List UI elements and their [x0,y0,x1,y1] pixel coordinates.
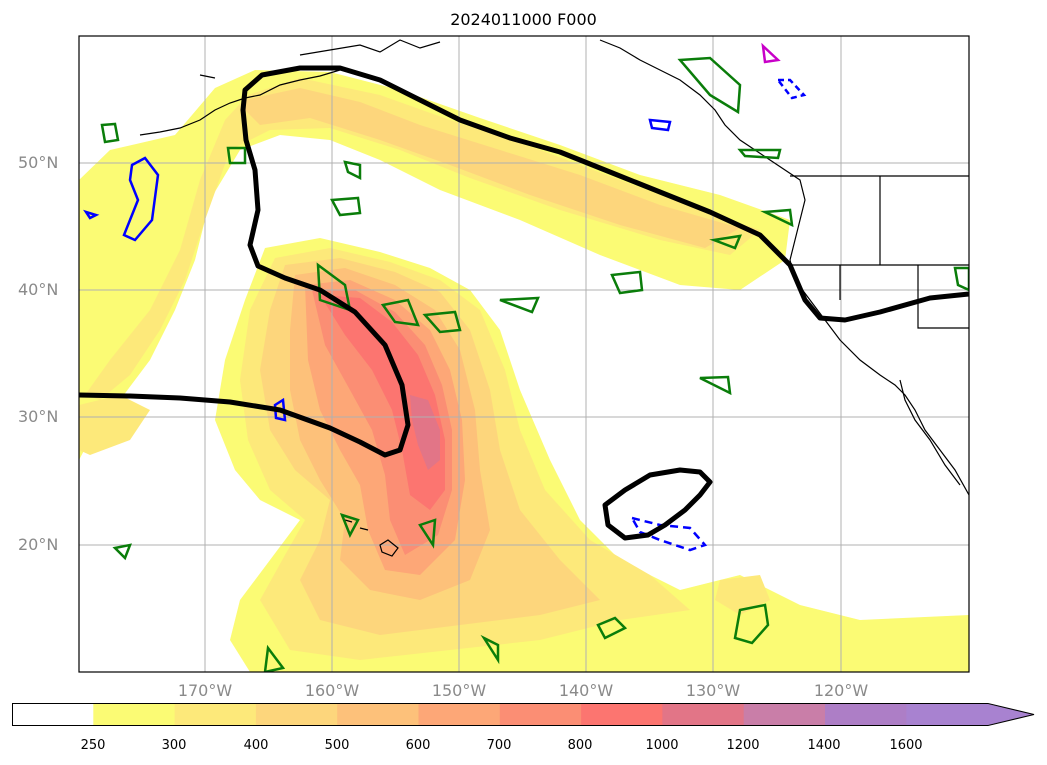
green-contour [418,518,437,549]
ivt-fill-250-north [79,70,790,460]
colorbar-tick: 600 [405,738,431,753]
green-contour [596,616,628,640]
colorbar-tick: 1400 [807,738,841,753]
map-title: 2024011000 F000 [450,10,597,29]
green-contour [610,270,644,295]
colorbar-segment [499,704,582,725]
colorbar-tick: 1000 [645,738,679,753]
map-frame [78,35,970,673]
us-west-coast [789,259,969,496]
lon-label-130w: 130°W [685,681,741,700]
colorbar-segment [825,704,907,725]
green-contour [677,56,742,115]
alaska-coast [139,39,441,136]
colorbar-segment [662,704,745,725]
green-contour [699,375,732,396]
colorbar-outline [12,703,1035,726]
jet-contour-south [602,467,713,541]
colorbar-segment [418,704,501,725]
colorbar-segment [12,704,94,725]
map-area [79,36,969,672]
green-contour [733,603,770,645]
lon-label-120w: 120°W [813,681,869,700]
green-contour [263,644,286,672]
coastlines [139,39,969,557]
jet-contour-north [79,65,969,458]
blue-contour [122,156,160,242]
colorbar-segment [581,704,663,725]
lon-label-140w: 140°W [558,681,614,700]
jet-contours [79,65,969,541]
colorbar-tick: 250 [80,738,106,753]
colorbar-segment [906,704,1034,725]
lat-label-50: 50°N [18,153,59,172]
green-contour [480,634,500,665]
colorbar-segment [337,704,419,725]
green-contour [737,148,782,160]
baja-coast [899,379,961,486]
colorbar [12,703,1035,726]
lon-label-150w: 150°W [431,681,487,700]
ivt-fill-800 [320,295,445,510]
lon-label-170w: 170°W [177,681,233,700]
green-contour [329,196,362,217]
colorbar-tick: 500 [324,738,350,753]
colorbar-tick: 800 [567,738,593,753]
lat-label-20: 20°N [18,535,59,554]
bc-coast [599,39,806,261]
green-contours [100,56,969,672]
blue-contour [648,118,672,132]
colorbar-segment [174,704,257,725]
blue-contour [775,78,807,100]
colorbar-segment [93,704,176,725]
green-contour [953,266,969,292]
ivt-fill-patch-west [79,395,150,455]
green-contour [112,543,132,561]
us-border [790,175,969,329]
green-contour [422,310,462,334]
lon-label-160w: 160°W [304,681,360,700]
colorbar-segment [743,704,826,725]
green-contour [380,298,420,327]
green-contour [226,146,247,165]
colorbar-tick: 400 [243,738,269,753]
green-contour [339,513,360,538]
colorbar-tick: 700 [486,738,512,753]
green-contour [499,296,540,314]
green-contour [343,160,362,181]
map-figure [78,35,970,673]
colorbar-tick: 1600 [889,738,923,753]
lat-label-30: 30°N [18,407,59,426]
colorbar-segments [12,704,1034,725]
ivt-fill-1000 [410,395,440,470]
green-contour [760,208,794,228]
hawaii [344,519,399,557]
green-contour [709,234,743,250]
graticule [79,36,969,672]
magenta-contour [761,42,781,64]
green-contour [100,122,120,144]
blue-contour [273,397,287,422]
blue-contour [83,209,100,220]
lat-label-40: 40°N [18,280,59,299]
colorbar-segment [255,704,338,725]
ivt-fill-400 [245,88,740,248]
ivt-fill-patch-east [715,575,770,615]
colorbar-tick: 300 [161,738,187,753]
colorbar-tick: 1200 [726,738,760,753]
filled-contours [79,70,969,672]
